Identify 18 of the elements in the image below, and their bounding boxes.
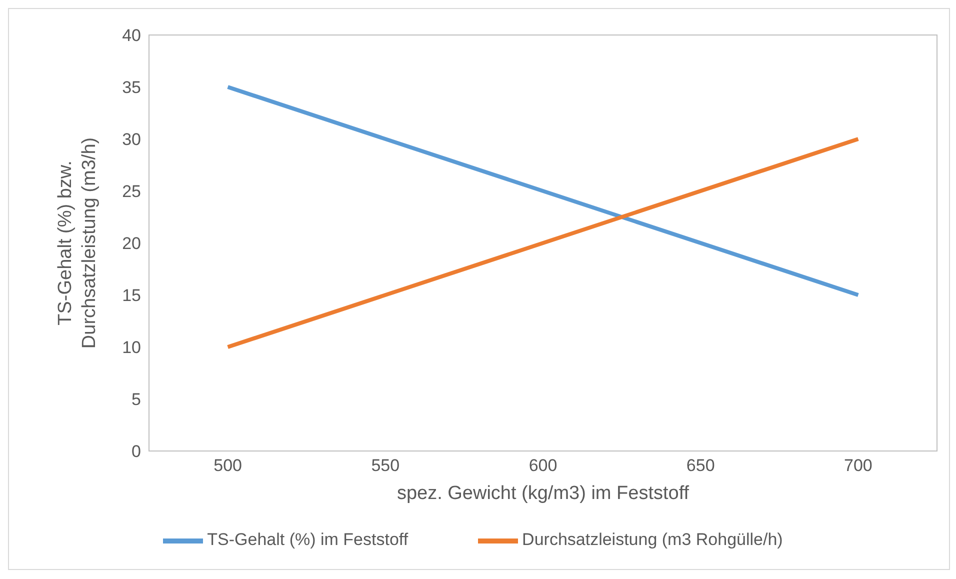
y-tick-label: 0 (132, 442, 141, 462)
y-tick-label: 20 (122, 234, 141, 254)
y-tick-label: 30 (122, 130, 141, 150)
x-tick-label: 650 (686, 456, 715, 476)
y-tick-label: 35 (122, 78, 141, 98)
y-axis-title: TS-Gehalt (%) bzw. Durchsatzleistung (m3/h) (55, 137, 100, 349)
y-tick-label: 15 (122, 286, 141, 306)
x-axis-title: spez. Gewicht (kg/m3) im Feststoff (396, 483, 690, 504)
legend-label: Durchsatzleistung (m3 Rohgülle/h) (522, 530, 783, 550)
y-tick-label: 25 (122, 182, 141, 202)
x-tick-label: 700 (844, 456, 872, 476)
x-tick-label: 550 (371, 456, 400, 476)
x-tick-label: 600 (528, 456, 558, 476)
y-tick-label: 40 (122, 26, 141, 46)
y-tick-label: 5 (132, 390, 141, 410)
x-tick-label: 500 (214, 456, 242, 476)
legend-label: TS-Gehalt (%) im Feststoff (207, 530, 408, 550)
y-tick-label: 10 (122, 338, 141, 358)
